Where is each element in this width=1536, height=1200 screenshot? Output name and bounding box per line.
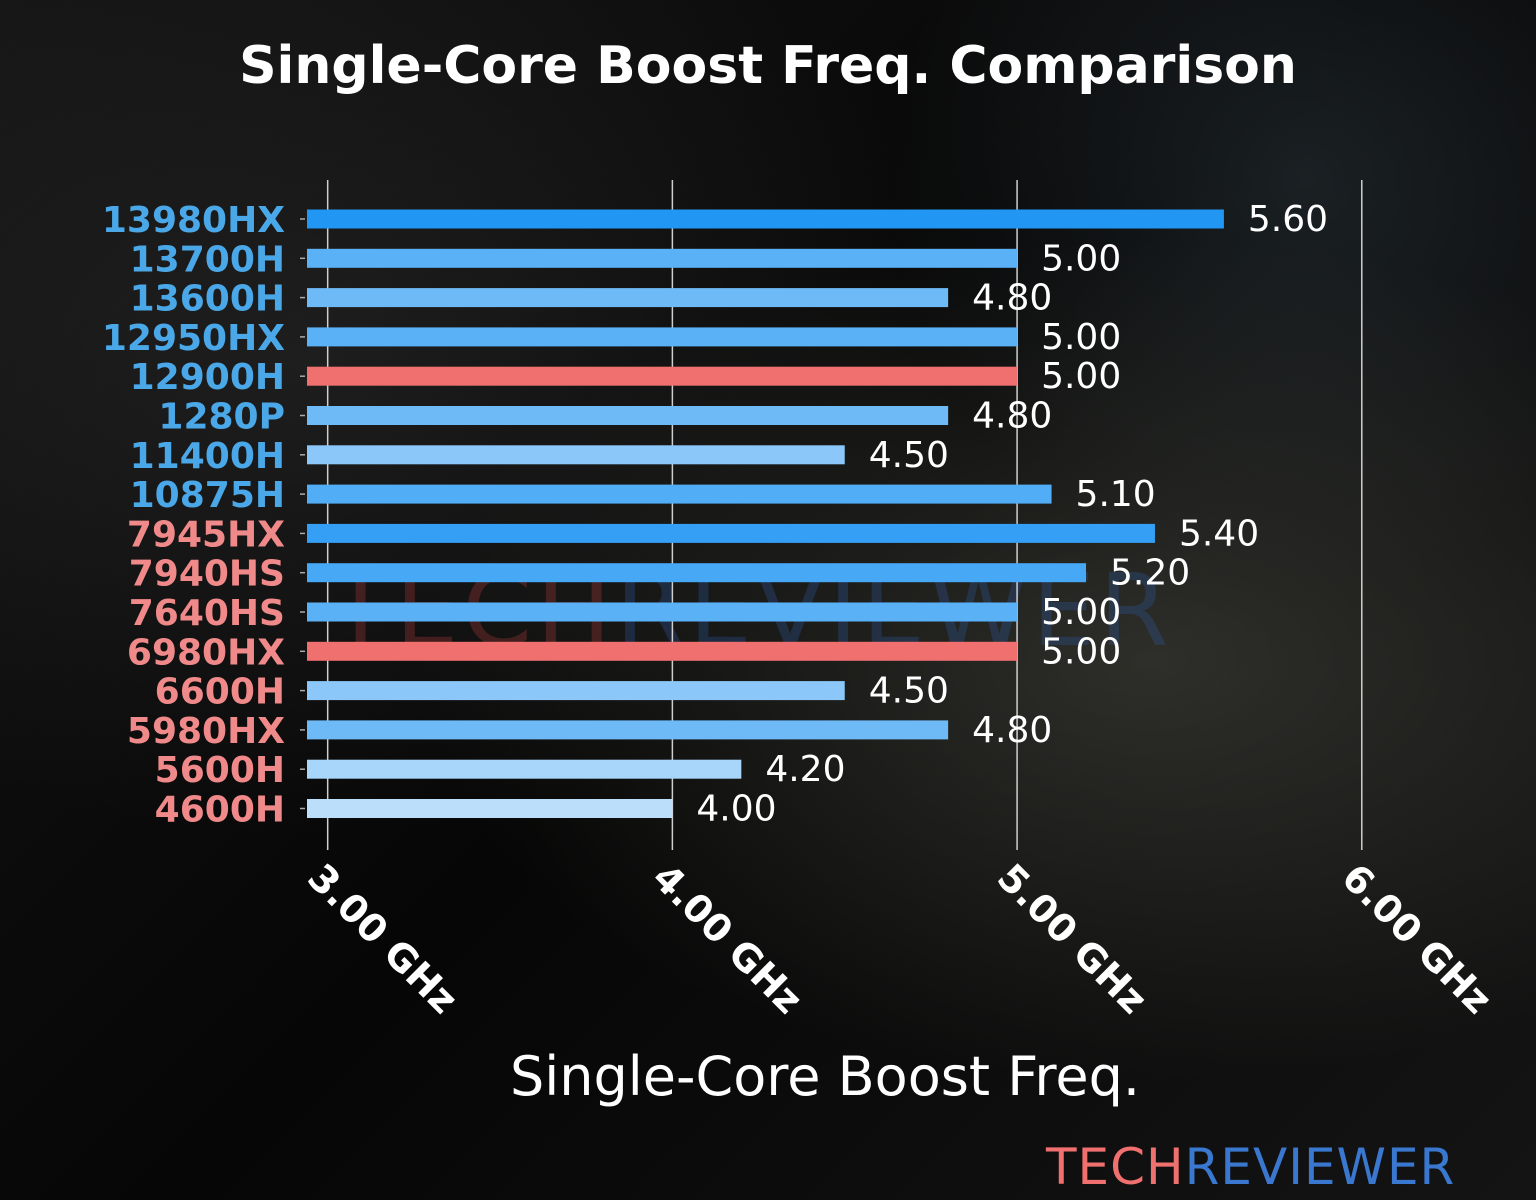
y-tick-label: 1280P: [158, 397, 285, 438]
x-tick-label: 5.00 GHz: [989, 855, 1156, 1022]
data-label: 4.00: [696, 789, 776, 830]
y-tick-label: 7940HS: [129, 554, 285, 595]
data-label: 4.80: [972, 278, 1052, 319]
x-axis-label: Single-Core Boost Freq.: [510, 1045, 1141, 1108]
bar: [307, 563, 1087, 583]
brand-logo: TECHREVIEWER: [1046, 1138, 1455, 1196]
y-tick-label: 13980HX: [102, 200, 285, 241]
bar: [307, 327, 1018, 347]
data-label: 4.80: [972, 710, 1052, 751]
brand-part1: TECH: [1046, 1138, 1185, 1196]
bar: [307, 288, 949, 308]
data-label: 5.00: [1041, 592, 1121, 633]
data-label: 5.20: [1110, 553, 1190, 594]
bar: [307, 209, 1224, 229]
data-label: 5.00: [1041, 238, 1121, 279]
bar: [307, 406, 949, 425]
y-tick-label: 12950HX: [102, 318, 285, 359]
bar: [307, 523, 1155, 543]
y-tick-label: 4600H: [155, 790, 285, 831]
data-label: 5.00: [1041, 356, 1121, 397]
y-tick-label: 6600H: [155, 672, 285, 713]
x-tick-label: 4.00 GHz: [644, 855, 811, 1022]
data-label: 5.60: [1248, 199, 1328, 240]
bar: [307, 641, 1018, 661]
chart-title: Single-Core Boost Freq. Comparison: [239, 36, 1297, 96]
data-label: 5.00: [1041, 317, 1121, 358]
bar: [307, 248, 1018, 268]
y-tick-label: 5600H: [155, 750, 285, 791]
brand-part2: REVIEWER: [1184, 1138, 1456, 1196]
x-tick-label: 3.00 GHz: [299, 855, 466, 1022]
data-label: 4.50: [869, 435, 949, 476]
data-label: 5.10: [1076, 474, 1156, 515]
data-label: 4.50: [869, 671, 949, 712]
bar: [307, 759, 742, 779]
y-tick-label: 13600H: [130, 279, 285, 320]
bar: [307, 681, 845, 701]
data-label: 5.00: [1041, 631, 1121, 672]
bar: [307, 366, 1018, 386]
bar: [307, 720, 949, 740]
bar: [307, 602, 1018, 622]
y-tick-label: 7945HX: [127, 514, 285, 555]
data-label: 4.20: [765, 749, 845, 790]
y-tick-label: 7640HS: [129, 593, 285, 634]
bar: [307, 799, 673, 818]
data-label: 4.80: [972, 396, 1052, 437]
x-tick-label: 6.00 GHz: [1333, 855, 1500, 1022]
y-tick-label: 10875H: [130, 475, 285, 516]
y-tick-label: 13700H: [130, 239, 285, 280]
bar: [307, 445, 845, 465]
bar: [307, 484, 1052, 504]
y-tick-label: 5980HX: [127, 711, 285, 752]
y-tick-label: 6980HX: [127, 632, 285, 673]
y-tick-label: 12900H: [130, 357, 285, 398]
y-tick-label: 11400H: [130, 436, 285, 477]
data-label: 5.40: [1179, 513, 1259, 554]
